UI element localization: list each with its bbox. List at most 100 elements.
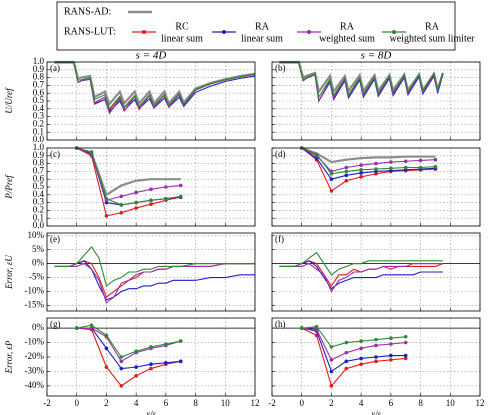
data-point (104, 365, 109, 369)
plot-frame (271, 232, 481, 312)
data-point (344, 169, 349, 174)
data-point (418, 158, 423, 163)
data-point (344, 350, 349, 355)
series-line (301, 146, 436, 164)
data-point (119, 359, 124, 364)
y-tick-label: 0.2 (33, 204, 44, 214)
data-point (403, 340, 408, 345)
series-line (76, 327, 181, 387)
data-point (104, 214, 109, 218)
plot-frame (46, 61, 256, 141)
data-point (89, 150, 94, 154)
legend-group-label: RANS-AD: (64, 6, 111, 17)
y-tick-label: 0% (32, 258, 45, 268)
y-tick-label: 0.8 (33, 158, 45, 168)
data-point (433, 164, 438, 169)
data-point (403, 165, 408, 170)
legend-name: RC (175, 21, 189, 32)
x-tick-label: 8 (418, 398, 423, 408)
legend-name: RA (255, 21, 270, 32)
y-tick-label: 5% (32, 244, 45, 254)
data-point (164, 185, 168, 189)
y-tick-label: 0.1 (33, 212, 44, 222)
data-point (329, 177, 334, 181)
series-line (301, 147, 436, 175)
data-point (374, 337, 378, 342)
data-point (178, 194, 183, 199)
x-tick-label: 4 (134, 398, 139, 408)
data-point (134, 200, 138, 205)
series-line (301, 327, 406, 373)
data-point (134, 190, 138, 195)
data-point (374, 359, 378, 364)
x-tick-label: 2 (104, 398, 109, 408)
y-axis-label: P/Pref (4, 174, 14, 200)
y-tick-label: 0.4 (33, 189, 45, 199)
data-point (403, 356, 408, 361)
panel-label: (b) (275, 63, 286, 73)
x-tick-label: 0 (74, 398, 79, 408)
data-point (359, 346, 363, 351)
y-tick-label: 0.4 (33, 103, 45, 113)
series-line (279, 251, 443, 276)
series-line (76, 324, 181, 358)
series-line (54, 260, 255, 301)
x-tick-label: 2 (329, 398, 334, 408)
data-point (403, 159, 408, 164)
legend-detail: linear sum (161, 33, 203, 44)
y-tick-label: 0.6 (33, 173, 45, 183)
data-point (149, 366, 153, 371)
data-point (329, 171, 334, 176)
chart-title: s = 4D (136, 50, 167, 62)
x-tick-label: 12 (251, 398, 260, 408)
x-tick-label: 12 (476, 398, 485, 408)
data-point (119, 366, 124, 371)
data-point (104, 346, 109, 351)
y-tick-label: -15% (25, 299, 45, 309)
data-point (359, 175, 363, 179)
data-point (314, 324, 319, 329)
plot-frame (46, 232, 256, 312)
data-point (119, 384, 124, 388)
panel-label: (g) (50, 319, 61, 329)
y-tick-label: 0.5 (33, 181, 45, 191)
x-tick-label: -2 (43, 398, 51, 408)
legend-marker (142, 30, 146, 34)
data-point (329, 358, 334, 362)
x-tick-label: 6 (164, 398, 169, 408)
y-tick-label: 0.3 (33, 197, 45, 207)
data-point (149, 345, 153, 349)
data-point (149, 198, 153, 203)
data-point (119, 355, 124, 359)
y-tick-label: -30% (25, 366, 45, 376)
x-axis-label: x/s (145, 409, 156, 415)
data-point (344, 340, 349, 345)
data-point (359, 339, 363, 343)
legend-group-label: RANS-LUT: (64, 26, 116, 37)
panel-label: (d) (275, 149, 286, 159)
y-axis-label: Error, εP (4, 340, 14, 374)
x-tick-label: 0 (299, 398, 304, 408)
y-tick-label: 0.1 (33, 126, 44, 136)
data-point (74, 326, 79, 330)
data-point (344, 366, 349, 371)
data-point (149, 362, 153, 367)
legend-marker (392, 30, 396, 34)
data-point (178, 359, 183, 364)
series-line (54, 246, 255, 287)
legend-detail: linear sum (241, 33, 283, 44)
series-line (76, 327, 181, 363)
x-tick-label: 4 (359, 398, 364, 408)
data-point (104, 196, 109, 201)
y-tick-label: 0.5 (33, 95, 45, 105)
data-point (389, 353, 393, 358)
data-point (164, 196, 168, 201)
panel-label: (a) (50, 63, 60, 73)
y-tick-label: 0% (32, 322, 45, 332)
data-point (389, 336, 393, 341)
legend-name: RA (425, 21, 440, 32)
data-point (374, 167, 378, 171)
data-point (119, 194, 124, 199)
data-point (433, 157, 438, 162)
legend-box (56, 1, 456, 51)
